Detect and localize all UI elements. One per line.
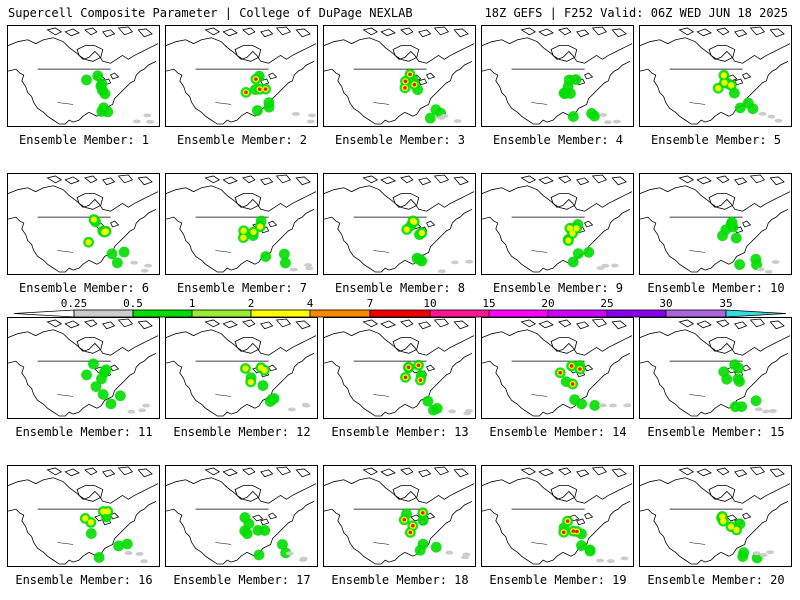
ensemble-member-label: Ensemble Member: 13 bbox=[331, 425, 469, 439]
map-image bbox=[8, 466, 159, 565]
ensemble-member-label: Ensemble Member: 3 bbox=[334, 133, 466, 147]
colorbar-tick-label: 2 bbox=[248, 297, 255, 310]
colorbar-segment bbox=[547, 309, 608, 318]
colorbar-segment bbox=[250, 309, 311, 318]
ensemble-map-panel bbox=[481, 25, 634, 127]
colorbar-segment bbox=[429, 309, 490, 318]
color-scale-bar: 0.25 0.5 1 2 4 7 10 15 20 25 30 35 bbox=[13, 297, 787, 318]
ensemble-member-label: Ensemble Member: 18 bbox=[331, 573, 469, 587]
map-image bbox=[482, 26, 633, 125]
colorbar-segment bbox=[73, 309, 134, 318]
map-image bbox=[482, 318, 633, 417]
colorbar-segment bbox=[369, 309, 431, 318]
colorbar-tick-label: 1 bbox=[189, 297, 196, 310]
ensemble-member-label: Ensemble Member: 12 bbox=[173, 425, 311, 439]
colorbar-tick-label: 35 bbox=[719, 297, 732, 310]
map-image bbox=[166, 26, 317, 125]
map-image bbox=[640, 26, 791, 125]
ensemble-member-label: Ensemble Member: 11 bbox=[15, 425, 153, 439]
colorbar-segment bbox=[309, 309, 371, 318]
ensemble-member-label: Ensemble Member: 1 bbox=[18, 133, 150, 147]
ensemble-member-label: Ensemble Member: 6 bbox=[18, 281, 150, 295]
ensemble-member-label: Ensemble Member: 5 bbox=[650, 133, 782, 147]
ensemble-map-panel bbox=[481, 317, 634, 419]
ensemble-map-panel bbox=[481, 465, 634, 567]
ensemble-map-panel bbox=[323, 317, 476, 419]
ensemble-map-panel bbox=[165, 465, 318, 567]
ensemble-member-label: Ensemble Member: 9 bbox=[492, 281, 624, 295]
colorbar-tick-label: 4 bbox=[307, 297, 314, 310]
colorbar-tick-label: 30 bbox=[659, 297, 672, 310]
ensemble-map-panel bbox=[165, 25, 318, 127]
ensemble-member-label: Ensemble Member: 16 bbox=[15, 573, 153, 587]
map-image bbox=[166, 318, 317, 417]
ensemble-member-label: Ensemble Member: 2 bbox=[176, 133, 308, 147]
colorbar-segment bbox=[488, 309, 549, 318]
ensemble-map-panel bbox=[7, 25, 160, 127]
ensemble-map-panel bbox=[639, 465, 792, 567]
valid-time: 18Z GEFS | F252 Valid: 06Z WED JUN 18 20… bbox=[484, 6, 788, 20]
ensemble-map-panel bbox=[7, 317, 160, 419]
map-image bbox=[640, 174, 791, 274]
ensemble-map-panel bbox=[481, 173, 634, 275]
ensemble-map-panel bbox=[323, 465, 476, 567]
ensemble-member-label: Ensemble Member: 17 bbox=[173, 573, 311, 587]
map-title: Supercell Composite Parameter | College … bbox=[8, 6, 413, 20]
map-image bbox=[324, 26, 475, 125]
ensemble-member-label: Ensemble Member: 15 bbox=[647, 425, 785, 439]
map-image bbox=[8, 318, 159, 417]
ensemble-member-label: Ensemble Member: 20 bbox=[647, 573, 785, 587]
ensemble-map-panel bbox=[639, 173, 792, 275]
map-image bbox=[8, 26, 159, 125]
colorbar-max-arrow bbox=[725, 309, 787, 318]
ensemble-map-panel bbox=[7, 173, 160, 275]
colorbar-tick-label: 7 bbox=[367, 297, 374, 310]
map-image bbox=[324, 174, 475, 274]
map-image bbox=[640, 466, 791, 565]
ensemble-map-panel bbox=[7, 465, 160, 567]
colorbar-tick-label: 25 bbox=[600, 297, 613, 310]
ensemble-member-label: Ensemble Member: 19 bbox=[489, 573, 627, 587]
colorbar-tick-label: 20 bbox=[541, 297, 554, 310]
ensemble-map-panel bbox=[323, 173, 476, 275]
colorbar-segment bbox=[191, 309, 252, 318]
map-image bbox=[324, 318, 475, 417]
map-image bbox=[166, 466, 317, 565]
map-image bbox=[166, 174, 317, 273]
map-image bbox=[482, 174, 633, 273]
ensemble-map-panel bbox=[639, 317, 792, 419]
colorbar-tick-label: 10 bbox=[423, 297, 436, 310]
ensemble-member-label: Ensemble Member: 14 bbox=[489, 425, 627, 439]
colorbar-tick-label: 15 bbox=[482, 297, 495, 310]
ensemble-map-panel bbox=[639, 25, 792, 127]
ensemble-map-panel bbox=[323, 25, 476, 127]
colorbar-segment bbox=[132, 309, 193, 318]
ensemble-map-panel bbox=[165, 317, 318, 419]
ensemble-member-label: Ensemble Member: 7 bbox=[176, 281, 308, 295]
ensemble-member-label: Ensemble Member: 8 bbox=[334, 281, 466, 295]
map-image bbox=[8, 174, 159, 273]
ensemble-map-panel bbox=[165, 173, 318, 275]
map-image bbox=[324, 466, 475, 565]
colorbar-segment bbox=[665, 309, 727, 318]
map-image bbox=[482, 466, 633, 565]
map-image bbox=[640, 318, 791, 417]
colorbar-min-arrow bbox=[13, 309, 75, 318]
ensemble-member-label: Ensemble Member: 4 bbox=[492, 133, 624, 147]
colorbar-tick-label: 0.5 bbox=[123, 297, 143, 310]
ensemble-member-label: Ensemble Member: 10 bbox=[647, 281, 785, 295]
colorbar-tick-label: 0.25 bbox=[61, 297, 88, 310]
colorbar-segment bbox=[606, 309, 667, 318]
